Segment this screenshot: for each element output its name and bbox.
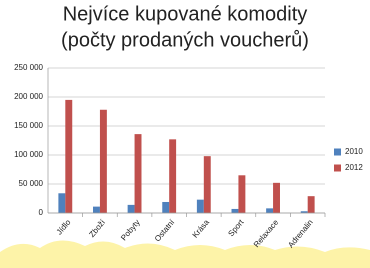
x-tick-label: Sport [226,217,246,238]
bar [238,175,246,213]
y-tick-label: 100 000 [14,150,43,159]
chart-subtitle: (počty prodaných voucherů) [61,29,309,51]
x-tick-label: Ostatní [153,217,177,243]
bar [273,182,280,213]
y-tick-label: 200 000 [14,92,43,101]
x-tick-label: Pobyty [119,218,142,243]
bar [169,139,177,213]
y-tick-label: 150 000 [14,121,43,130]
bar [65,99,73,213]
bar [300,211,308,213]
x-tick-label: Jídlo [55,217,73,236]
x-tick-label: Krása [191,217,212,239]
bar [231,208,239,213]
y-tick-label: 250 000 [14,63,43,72]
x-tick-label: Zboží [87,217,107,239]
bar [134,134,142,213]
bar [93,206,100,213]
y-tick-label: 50 000 [19,179,44,188]
legend-label: 2012 [345,163,363,172]
legend-label: 2010 [345,147,363,156]
legend-swatch [334,148,341,156]
x-tick-label: Relaxace [252,217,281,249]
bar [203,156,211,213]
bar [58,193,66,213]
y-tick-label: 0 [39,208,44,217]
bar [162,201,170,213]
bar [127,204,135,213]
x-tick-label: Adrenalin [286,218,315,250]
legend-swatch [334,164,341,172]
chart-title: Nejvíce kupované komodity [63,3,308,25]
decoration [0,240,370,268]
bar [307,196,315,213]
bar [196,199,204,213]
bar [266,208,274,213]
bar [99,109,107,213]
